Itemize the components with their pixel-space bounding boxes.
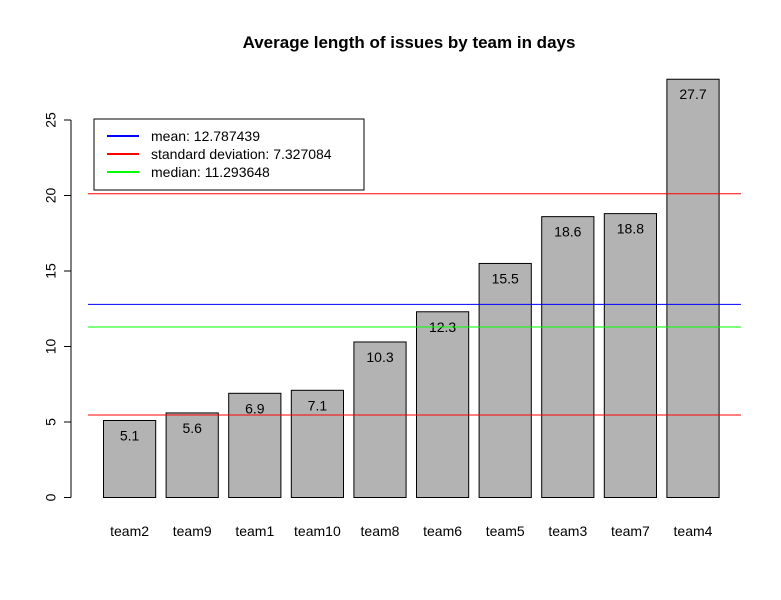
bars: 5.1 team2 5.6 team9 6.9 team1 7.1 team10 10.3 tea… [103,78,720,539]
legend: mean: 12.787439 standard deviation: 7.327… [93,118,365,191]
bar-team6 [416,311,470,498]
legend-label: median: 11.293648 [151,164,270,180]
data-label-team10: 7.1 [308,397,328,413]
category-label-team8: team8 [361,523,400,539]
data-label-team2: 5.1 [120,427,140,443]
bar-team7 [603,213,657,498]
y-tick-label: 10 [43,339,59,355]
data-label-team8: 10.3 [366,349,393,365]
y-tick-label: 0 [43,493,59,501]
y-tick-label: 15 [43,263,59,279]
data-label-team3: 18.6 [554,224,581,240]
category-label-team3: team3 [548,523,587,539]
data-label-team9: 5.6 [182,420,202,436]
category-label-team10: team10 [294,523,341,539]
y-tick-label: 25 [43,112,59,128]
category-label-team7: team7 [611,523,650,539]
data-label-team4: 27.7 [679,86,706,102]
bar-team9 [165,412,219,498]
category-label-team2: team2 [110,523,149,539]
category-label-team9: team9 [173,523,212,539]
category-label-team4: team4 [674,523,713,539]
bar-team4 [666,78,720,498]
bar-team3 [541,216,595,498]
data-label-team5: 15.5 [492,270,519,286]
reference-lines [88,193,741,416]
legend-label: standard deviation: 7.327084 [151,146,332,162]
category-label-team5: team5 [486,523,525,539]
bar-team10 [290,389,344,499]
chart-title: Average length of issues by team in days [243,33,576,52]
legend-label: mean: 12.787439 [151,128,260,144]
data-label-team1: 6.9 [245,400,265,416]
y-tick-label: 20 [43,188,59,204]
bar-team2 [103,419,157,498]
category-label-team1: team1 [235,523,274,539]
bar-team5 [478,262,532,499]
y-axis: 0 5 10 15 20 25 [43,112,72,501]
y-tick-label: 5 [43,418,59,426]
bar-team1 [228,392,282,498]
bar-team8 [353,341,407,498]
data-label-team7: 18.8 [617,221,644,237]
category-label-team6: team6 [423,523,462,539]
